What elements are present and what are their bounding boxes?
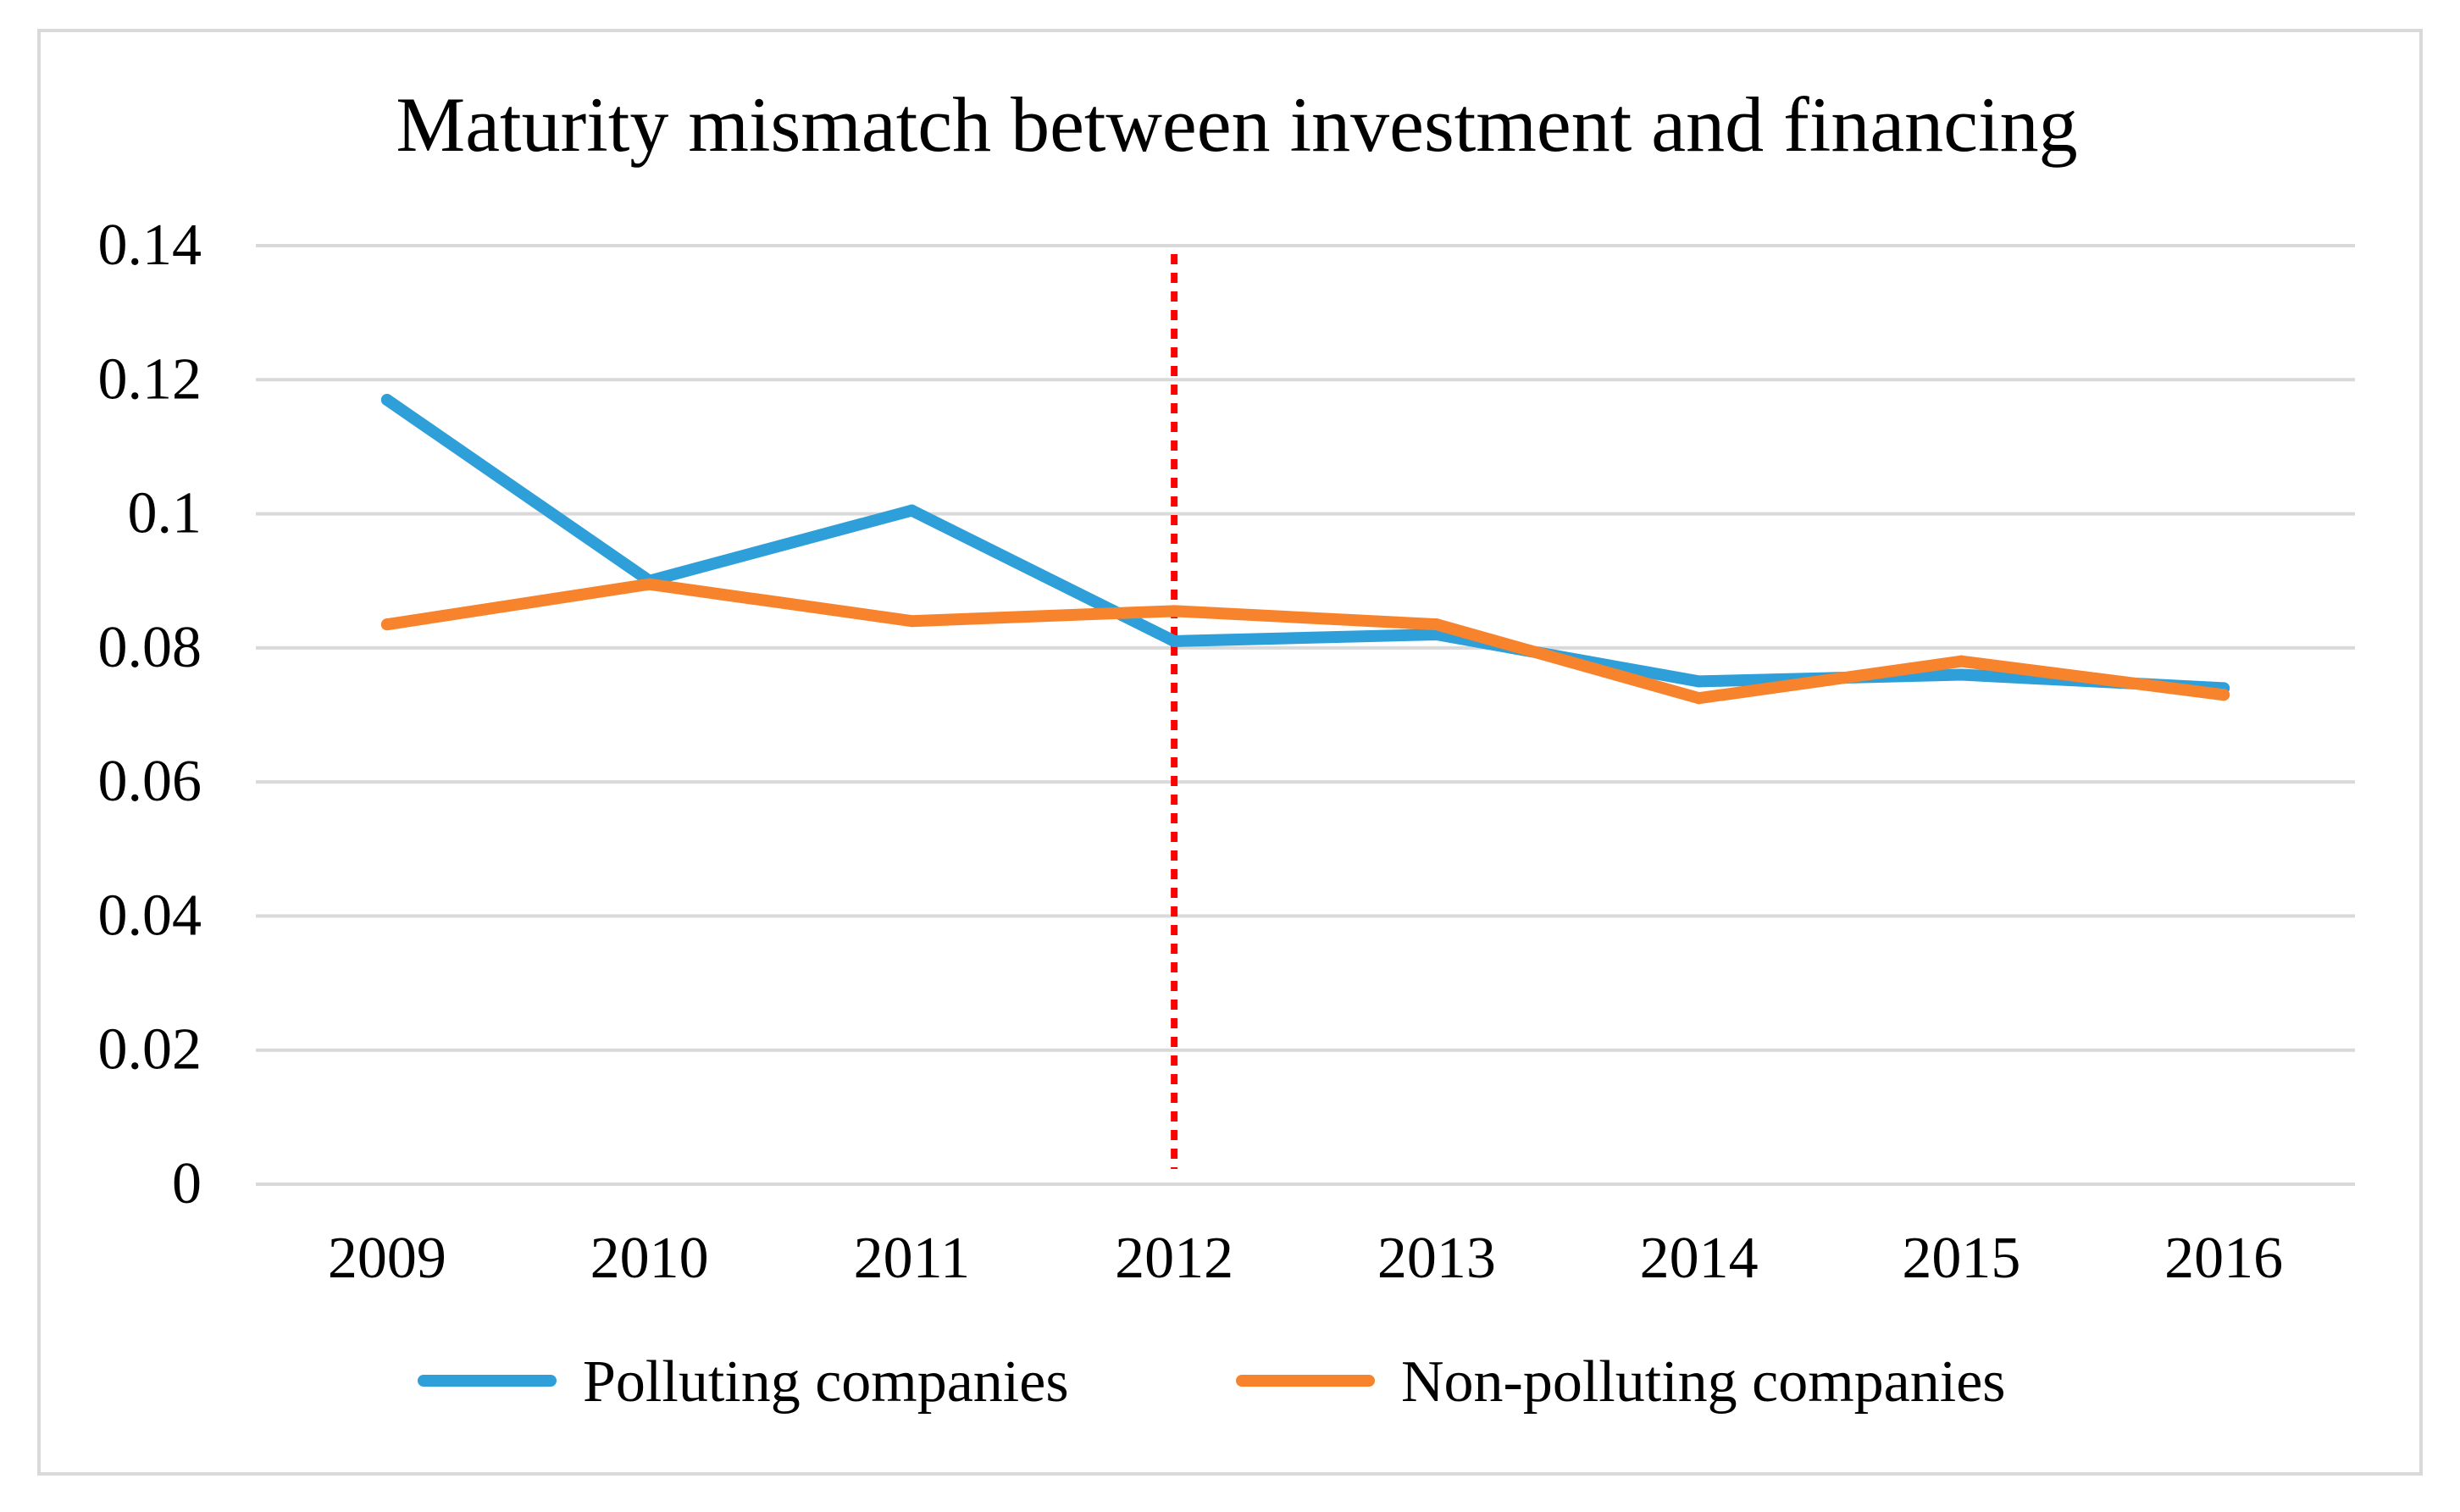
data-point-non-polluting-companies-2009 — [380, 618, 393, 631]
x-tick-label: 2011 — [854, 1226, 970, 1291]
data-point-non-polluting-companies-2010 — [643, 578, 656, 590]
data-point-non-polluting-companies-2015 — [1955, 655, 1968, 667]
data-point-non-polluting-companies-2011 — [906, 615, 918, 628]
legend-label-polluting-companies: Polluting companies — [583, 1349, 1069, 1415]
x-tick-label: 2014 — [1640, 1226, 1759, 1291]
x-tick-label: 2015 — [1902, 1226, 2020, 1291]
data-point-polluting-companies-2013 — [1430, 629, 1443, 641]
y-tick-label: 0.12 — [98, 346, 202, 412]
legend: Polluting companies Non-polluting compani… — [418, 1349, 2006, 1415]
series-lines — [380, 394, 2230, 705]
y-tick-label: 0.06 — [98, 749, 202, 814]
data-point-non-polluting-companies-2014 — [1693, 692, 1705, 705]
x-axis-tick-labels: 2009 2010 2011 2012 2013 2014 2015 2016 — [328, 1226, 2283, 1291]
data-point-polluting-companies-2011 — [906, 504, 918, 517]
legend-item-non-polluting-companies: Non-polluting companies — [1236, 1349, 2006, 1415]
data-point-polluting-companies-2014 — [1693, 675, 1705, 688]
y-tick-label: 0.08 — [98, 615, 202, 680]
chart-border — [37, 29, 2423, 1476]
x-tick-label: 2013 — [1377, 1226, 1496, 1291]
gridlines — [256, 244, 2355, 1186]
x-tick-label: 2010 — [590, 1226, 709, 1291]
data-point-non-polluting-companies-2012 — [1168, 605, 1181, 618]
y-tick-label: 0.04 — [98, 883, 202, 948]
series-line-polluting-companies — [380, 394, 2230, 695]
legend-label-non-polluting-companies: Non-polluting companies — [1401, 1349, 2006, 1415]
series-non-polluting-companies — [380, 578, 2230, 705]
data-point-polluting-companies-2012 — [1168, 634, 1181, 647]
chart-title: Maturity mismatch between investment and… — [396, 81, 2077, 168]
y-tick-label: 0.1 — [128, 481, 202, 546]
data-point-polluting-companies-2009 — [380, 394, 393, 407]
y-tick-label: 0 — [172, 1151, 202, 1216]
x-tick-label: 2016 — [2164, 1226, 2283, 1291]
series-line-non-polluting-companies — [380, 578, 2230, 705]
y-tick-label: 0.02 — [98, 1017, 202, 1083]
x-tick-label: 2009 — [328, 1226, 446, 1291]
y-axis-tick-labels: 0 0.02 0.04 0.06 0.08 0.1 0.12 0.14 — [98, 213, 202, 1216]
data-point-polluting-companies-2015 — [1955, 668, 1968, 681]
data-point-non-polluting-companies-2013 — [1430, 618, 1443, 631]
y-tick-label: 0.14 — [98, 213, 202, 278]
x-tick-label: 2012 — [1115, 1226, 1233, 1291]
data-point-non-polluting-companies-2016 — [2218, 689, 2230, 701]
legend-item-polluting-companies: Polluting companies — [418, 1349, 1069, 1415]
